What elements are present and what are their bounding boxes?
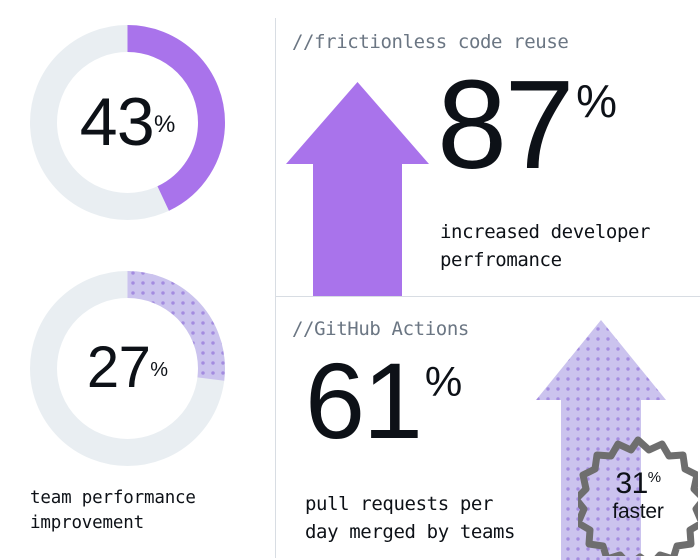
badge-percent: % [647, 468, 661, 486]
up-arrow-dotted-shape [536, 320, 666, 560]
stat-87-percent: % [576, 75, 617, 127]
faster-badge: 31% faster [572, 434, 700, 560]
donut-43-percent: % [153, 110, 176, 138]
caption-top-line2: perfromance [440, 249, 562, 272]
badge-label: faster [612, 499, 664, 523]
stat-87-value: 87 [437, 54, 575, 195]
donut-27-value: 27 [86, 335, 151, 401]
up-arrow-icon-dotted [536, 320, 666, 560]
stat-61-value: 61 [305, 340, 423, 461]
stat-61-percent: % [424, 358, 462, 405]
up-arrow-solid-shape [286, 82, 429, 296]
up-arrow-icon-solid [286, 82, 429, 296]
badge-number-row: 31% [615, 466, 662, 500]
caption-increased-developer-perfromance: increased developer perfromance [440, 218, 700, 274]
donut-27-center: 27% [30, 271, 225, 466]
stat-87: 87% [437, 62, 617, 188]
donut-27-percent: % [150, 359, 169, 381]
caption-pull-requests: pull requests per day merged by teams [305, 490, 595, 546]
donut-chart-27: 27% [30, 271, 225, 466]
left-caption: team performance improvement [30, 486, 265, 537]
donut-27-arc [30, 271, 225, 466]
kicker-github-actions: //GitHub Actions [292, 318, 469, 340]
donut-27-svg [30, 271, 225, 466]
horizontal-divider [275, 296, 700, 297]
donut-43-svg [30, 25, 225, 220]
donut-43-value: 43 [79, 83, 155, 160]
left-caption-line1: team performance [30, 488, 196, 508]
left-caption-line2: improvement [30, 513, 144, 534]
badge-number: 31 [615, 466, 649, 500]
donut-43-arc [30, 25, 225, 220]
kicker-frictionless-code-reuse: //frictionless code reuse [292, 31, 569, 53]
donut-chart-43: 43% [30, 25, 225, 220]
badge-text-group: 31% faster [578, 434, 698, 556]
stat-61: 61% [305, 347, 462, 455]
caption-bottom-line1: pull requests per [305, 493, 494, 515]
donut-43-center: 43% [30, 25, 225, 220]
caption-bottom-line2: day merged by teams [305, 521, 516, 544]
caption-top-line1: increased developer [440, 221, 651, 243]
vertical-divider [275, 18, 276, 558]
